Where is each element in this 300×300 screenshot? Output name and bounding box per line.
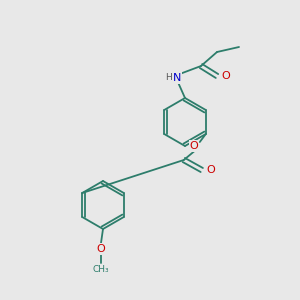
Text: CH₃: CH₃	[93, 265, 109, 274]
Text: O: O	[189, 141, 198, 151]
Text: N: N	[173, 73, 181, 83]
Text: H: H	[165, 74, 171, 82]
Text: O: O	[222, 71, 230, 81]
Text: O: O	[206, 165, 215, 175]
Text: O: O	[97, 244, 105, 254]
